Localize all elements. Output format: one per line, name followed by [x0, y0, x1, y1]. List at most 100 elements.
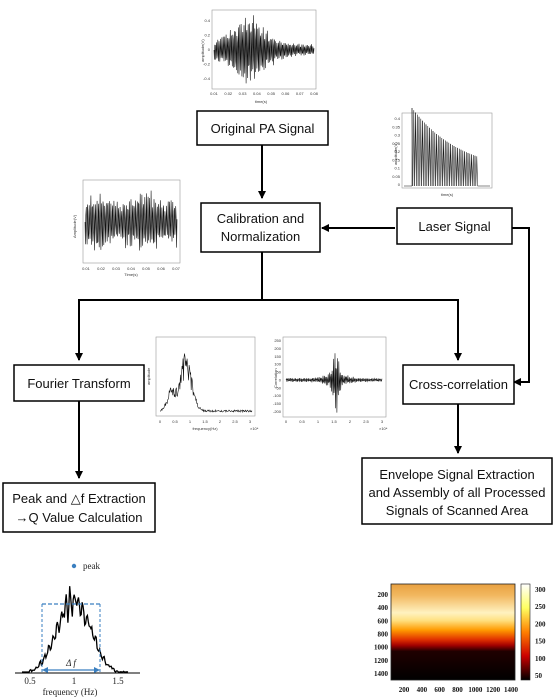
- fft-spectrum-plot: amplitude frequency(Hz) ×10⁴ 0 0.5 1 1.5 2 2.…: [146, 336, 259, 431]
- heatmap-image: [390, 583, 516, 681]
- pa-ytick: 0.4: [204, 18, 210, 23]
- box-peak-extraction: Peak and △f Extraction →Q Value Calculat…: [2, 482, 156, 533]
- fft-ylabel: amplitude: [146, 367, 151, 385]
- heatmap-xtick: 1000: [468, 686, 483, 694]
- heatmap-xtick: 400: [417, 686, 428, 694]
- colorbar-tick: 50: [535, 672, 543, 680]
- box-xcorr-label: Cross-correlation: [409, 377, 508, 392]
- arrow-laser-to-xcorr: [512, 227, 530, 386]
- calib-ylabel: Amplitude(V): [72, 214, 77, 238]
- pa-signal-plot: amplitude(V) time(s) 0.01 0.02 0.03 0.04 0.0…: [200, 9, 319, 104]
- box-envelope-assembly: Envelope Signal Extraction and Assembly …: [361, 457, 553, 525]
- pa-waveform: [213, 15, 315, 84]
- box-original-pa-signal: Original PA Signal: [196, 110, 329, 146]
- laser-ylabel: amplitude(V): [393, 142, 398, 165]
- calibrated-signal-plot: Amplitude(V) Time(s) 0.01 0.02 0.03 0.04 0.0…: [72, 179, 181, 277]
- fft-xtick: 2: [219, 419, 222, 424]
- corr-xtick: 2.5: [363, 419, 369, 424]
- corr-ytick: 200: [274, 346, 281, 351]
- box-calibration-line1: Calibration and: [217, 211, 304, 226]
- peak-label: peak: [83, 561, 100, 571]
- laser-ytick: 0.1: [394, 166, 400, 171]
- calib-xlabel: Time(s): [124, 272, 138, 277]
- corr-ytick: 250: [274, 338, 281, 343]
- corr-xticks: 0 0.5 1 1.5 2 2.5 3: [285, 419, 384, 424]
- fft-xticks: 0 0.5 1 1.5 2 2.5 3: [159, 419, 252, 424]
- laser-ytick: 0.35: [392, 124, 401, 129]
- heatmap-ytick: 600: [378, 617, 389, 625]
- laser-ytick: 0.25: [392, 141, 401, 146]
- box-envelope-line1: Envelope Signal Extraction: [379, 467, 534, 482]
- corr-exponent: ×10⁴: [379, 426, 388, 431]
- heatmap-ytick: 1400: [374, 670, 389, 678]
- pa-ylabel: amplitude(V): [200, 39, 205, 62]
- laser-yticks: 0.4 0.35 0.3 0.25 0.2 0.15 0.1 0.05 0: [392, 116, 401, 187]
- box-peak-line1: Peak and △f Extraction: [12, 491, 146, 506]
- pa-ytick: -0.2: [203, 62, 211, 67]
- fft-xtick: 1.5: [202, 419, 208, 424]
- fft-xtick: 2.5: [232, 419, 238, 424]
- peak-xtick: 1.5: [112, 676, 124, 686]
- laser-ytick: 0.4: [394, 116, 400, 121]
- calibrated-waveform: [84, 190, 178, 251]
- pa-ytick: -0.4: [203, 76, 211, 81]
- corr-xtick: 0.5: [299, 419, 305, 424]
- peak-xlabel: frequency (Hz): [43, 687, 98, 697]
- colorbar-tick: 100: [535, 655, 546, 663]
- corr-ytick: 150: [274, 354, 281, 359]
- pa-xtick: 0.06: [282, 91, 291, 96]
- laser-ytick: 0.2: [394, 149, 400, 154]
- corr-ytick: -200: [273, 409, 282, 414]
- pa-xlabel: time(s): [255, 99, 268, 104]
- connectors: [75, 145, 530, 479]
- heatmap-xtick: 600: [434, 686, 445, 694]
- laser-waveform: [404, 107, 490, 187]
- corr-ytick: 100: [274, 362, 281, 367]
- heatmap-yticks: 200 400 600 800 1000 1200 1400: [374, 591, 389, 678]
- delta-f-arrowhead-right: [94, 667, 100, 673]
- xcorr-line: [285, 353, 383, 413]
- corr-xtick: 3: [381, 419, 384, 424]
- heatmap-ytick: 400: [378, 604, 389, 612]
- corr-xtick: 0: [285, 419, 288, 424]
- box-envelope-line2: and Assembly of all Processed: [368, 485, 545, 500]
- heatmap-xtick: 1200: [486, 686, 501, 694]
- peak-delta-plot: peak Δ f 0.5 1 1.5 frequency (Hz): [15, 561, 140, 697]
- pa-yticks: 0.4 0.2 0 -0.2 -0.4: [203, 18, 211, 81]
- colorbar-tick: 200: [535, 620, 546, 628]
- delta-f-arrowhead-left: [42, 667, 48, 673]
- pa-xtick: 0.03: [239, 91, 248, 96]
- pa-xtick: 0.08: [310, 91, 319, 96]
- calib-xtick: 0.04: [127, 266, 136, 271]
- peak-spectrum-line: [22, 586, 129, 673]
- heatmap-ytick: 1200: [374, 657, 389, 665]
- fft-xtick: 3: [249, 419, 252, 424]
- calib-xtick: 0.07: [172, 266, 181, 271]
- pa-xtick: 0.04: [253, 91, 262, 96]
- laser-ytick: 0: [398, 182, 401, 187]
- fft-xlabel: frequency(Hz): [192, 426, 218, 431]
- box-calibration-line2: Normalization: [221, 229, 300, 244]
- pa-ytick: 0.2: [204, 33, 210, 38]
- calib-xtick: 0.01: [82, 266, 91, 271]
- pa-xtick: 0.01: [210, 91, 219, 96]
- box-laser-label: Laser Signal: [418, 219, 490, 234]
- heatmap-xticks: 200 400 600 800 1000 1200 1400: [399, 686, 519, 694]
- calib-xtick: 0.06: [157, 266, 166, 271]
- peak-xticks: 0.5 1 1.5: [24, 676, 124, 686]
- peak-xtick: 0.5: [24, 676, 36, 686]
- corr-ytick: -150: [273, 401, 282, 406]
- colorbar-tick: 250: [535, 603, 546, 611]
- heatmap-xtick: 1400: [504, 686, 519, 694]
- corr-xtick: 2: [349, 419, 352, 424]
- calib-xtick: 0.03: [112, 266, 121, 271]
- box-fourier-label: Fourier Transform: [27, 376, 130, 391]
- fft-exponent: ×10⁴: [250, 426, 259, 431]
- xcorr-plot: Correlation ×10⁴ 0 0.5 1 1.5 2 2.5 3 250 200 150…: [273, 336, 388, 431]
- colorbar-tick: 150: [535, 638, 546, 646]
- pa-ytick: 0: [208, 47, 211, 52]
- heatmap-xtick: 800: [452, 686, 463, 694]
- heatmap-xtick: 200: [399, 686, 410, 694]
- corr-ytick: 50: [277, 370, 282, 375]
- pa-xtick: 0.02: [224, 91, 233, 96]
